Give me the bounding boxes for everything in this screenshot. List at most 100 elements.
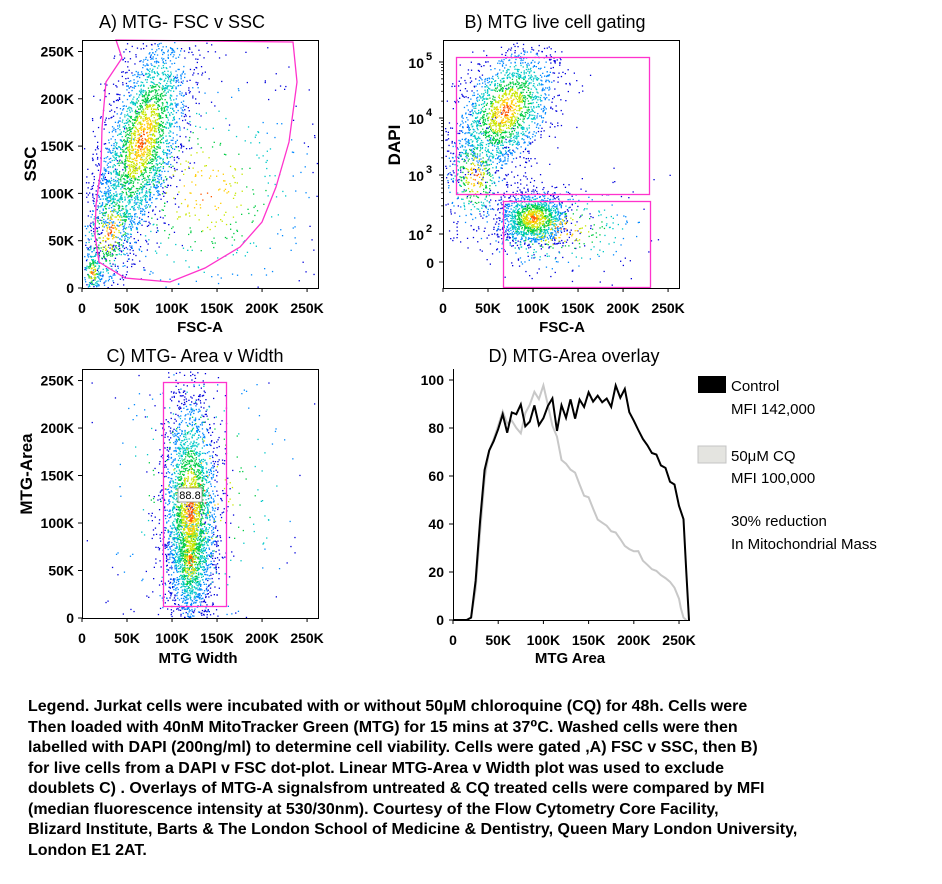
event-dot — [233, 232, 235, 235]
event-dot — [517, 148, 519, 150]
event-dot — [482, 217, 484, 219]
event-dot — [549, 126, 551, 128]
event-dot — [474, 169, 477, 171]
event-dot — [116, 254, 118, 256]
event-dot — [561, 202, 563, 204]
event-dot — [164, 73, 167, 76]
event-dot — [146, 184, 148, 186]
event-dot — [169, 156, 171, 159]
event-dot — [178, 157, 180, 160]
event-dot — [149, 131, 151, 134]
event-dot — [149, 162, 151, 164]
event-dot — [93, 176, 95, 178]
event-dot — [544, 236, 546, 238]
event-dot — [106, 228, 109, 230]
event-dot — [157, 105, 159, 107]
event-dot — [104, 170, 107, 172]
event-dot — [124, 265, 126, 267]
event-dot — [165, 116, 167, 118]
event-dot — [217, 274, 219, 276]
event-dot — [168, 75, 170, 77]
event-dot — [456, 147, 458, 149]
event-dot — [142, 113, 145, 115]
event-dot — [514, 196, 516, 199]
event-dot — [114, 202, 116, 204]
event-dot — [150, 143, 152, 145]
event-dot — [139, 91, 142, 94]
event-dot — [567, 261, 570, 263]
event-dot — [143, 269, 145, 271]
event-dot — [557, 261, 559, 263]
event-dot — [84, 148, 86, 150]
event-dot — [122, 101, 124, 103]
event-dot — [524, 141, 526, 143]
event-dot — [153, 130, 155, 132]
event-dot — [548, 89, 550, 91]
event-dot — [131, 224, 133, 226]
event-dot — [108, 207, 110, 209]
event-dot — [156, 224, 158, 226]
event-dot — [175, 243, 177, 246]
event-dot — [126, 181, 128, 183]
event-dot — [231, 244, 233, 246]
event-dot — [474, 152, 476, 154]
event-dot — [134, 159, 136, 161]
event-dot — [241, 173, 243, 175]
event-dot — [473, 94, 476, 96]
event-dot — [554, 62, 556, 64]
event-dot — [266, 150, 268, 152]
event-dot — [187, 107, 189, 109]
event-dot — [156, 175, 158, 177]
event-dot — [119, 183, 122, 185]
event-dot — [143, 162, 145, 165]
event-dot — [129, 182, 132, 184]
event-dot — [539, 124, 541, 127]
event-dot — [497, 191, 499, 194]
event-dot — [548, 234, 551, 237]
event-dot — [543, 237, 545, 239]
event-dot — [556, 110, 558, 112]
event-dot — [267, 182, 269, 184]
event-dot — [120, 239, 123, 241]
event-dot — [480, 158, 482, 160]
event-dot — [550, 62, 552, 64]
event-dot — [508, 197, 511, 199]
event-dot — [129, 165, 131, 167]
event-dot — [96, 217, 98, 219]
event-dot — [159, 136, 161, 138]
event-dot — [95, 277, 97, 279]
event-dot — [125, 206, 127, 208]
event-dot — [589, 74, 592, 76]
event-dot — [137, 239, 139, 242]
event-dot — [134, 117, 136, 119]
event-dot — [163, 195, 165, 197]
event-dot — [205, 128, 207, 130]
event-dot — [167, 85, 169, 87]
event-dot — [111, 218, 113, 220]
event-dot — [101, 195, 103, 197]
event-dot — [473, 86, 476, 88]
event-dot — [138, 154, 140, 156]
event-dot — [155, 84, 157, 86]
event-dot — [162, 122, 164, 124]
event-dot — [126, 271, 128, 273]
event-dot — [458, 154, 460, 156]
event-dot — [489, 159, 492, 161]
event-dot — [316, 162, 318, 165]
event-dot — [198, 91, 200, 93]
event-dot — [483, 214, 485, 216]
event-dot — [162, 150, 164, 153]
event-dot — [113, 178, 115, 181]
event-dot — [514, 237, 516, 240]
event-dot — [568, 184, 570, 186]
event-dot — [101, 222, 103, 224]
event-dot — [151, 133, 154, 135]
event-dot — [236, 182, 238, 184]
event-dot — [132, 160, 134, 163]
event-dot — [108, 166, 110, 168]
event-dot — [93, 271, 95, 273]
event-dot — [126, 175, 129, 178]
event-dot — [92, 262, 94, 264]
event-dot — [121, 209, 123, 211]
event-dot — [141, 210, 143, 212]
